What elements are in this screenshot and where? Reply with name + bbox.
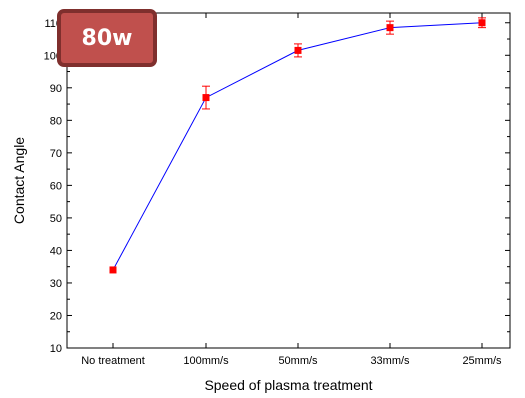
data-point: [202, 94, 210, 102]
y-tick-label: 70: [50, 148, 62, 160]
y-tick-label: 50: [50, 213, 62, 225]
series-line: [112, 22, 483, 271]
x-tick-label: 33mm/s: [370, 355, 410, 367]
x-axis-ticks: No treatment 100mm/s 50mm/s 33mm/s 25mm/s: [81, 13, 502, 367]
data-point: [109, 266, 117, 274]
x-tick-label: No treatment: [81, 355, 145, 367]
data-point: [294, 46, 302, 54]
y-tick-label: 30: [50, 278, 62, 290]
x-axis-title: Speed of plasma treatment: [204, 377, 372, 393]
data-point: [478, 19, 486, 27]
x-tick-label: 100mm/s: [183, 355, 229, 367]
power-badge: 80w: [57, 9, 157, 67]
y-tick-label: 20: [50, 310, 62, 322]
x-tick-label: 50mm/s: [278, 355, 318, 367]
y-axis-title: Contact Angle: [11, 137, 27, 224]
series-contact-angle: [109, 17, 486, 274]
y-tick-label: 40: [50, 245, 62, 257]
y-tick-label: 60: [50, 180, 62, 192]
y-tick-label: 90: [50, 83, 62, 95]
plot-frame: [66, 12, 511, 349]
y-tick-label: 80: [50, 115, 62, 127]
x-tick-label: 25mm/s: [462, 355, 502, 367]
y-tick-label: 10: [50, 343, 62, 355]
data-point: [386, 24, 394, 32]
